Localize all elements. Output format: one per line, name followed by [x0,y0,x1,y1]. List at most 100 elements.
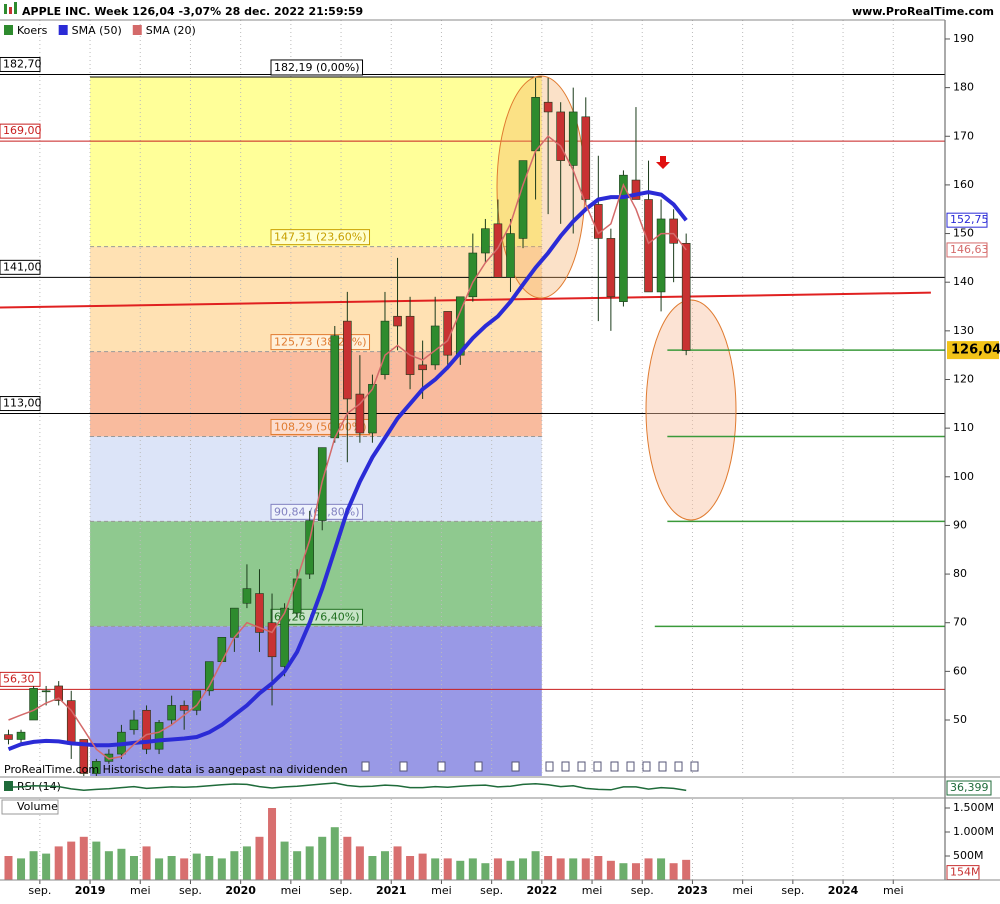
dividend-icon [361,761,370,772]
volume-bar [192,853,201,880]
y-tick-label: 70 [953,616,967,629]
sma-line [7,190,688,752]
candle-body [405,315,415,375]
fib-zone [90,76,542,247]
volume-bar [255,836,264,880]
y-tick-label: 160 [953,178,974,191]
candle-body [631,179,641,200]
ellipse-annotation [645,299,737,521]
y-tick-label: 90 [953,518,967,531]
candle-body [242,588,252,604]
candle-body [543,101,553,113]
note: ProRealTime.com Historische data is aang… [4,763,348,776]
level-label: 113,00 [3,397,42,410]
candle-body [154,722,164,750]
dividend-icon [626,761,635,772]
candle-body [16,731,26,740]
y-tick-label: 1.500M [953,801,994,814]
volume-bar [481,863,490,880]
volume-bar [431,858,440,880]
candle-body [518,160,528,239]
volume-bar [167,856,176,880]
dividend-icon [690,761,699,772]
volume-bar [318,836,327,880]
candle-body [531,97,540,152]
source: www.ProRealTime.com [852,5,994,18]
fib-label-box [270,229,371,246]
candle-body [506,233,515,278]
legend-swatch [4,25,13,35]
volume-bar [79,836,88,880]
candle-body [217,637,227,662]
candle-body [179,705,189,711]
level-label-box [0,123,41,139]
volume-label-box [1,799,59,815]
y-tick-label: 100 [953,470,974,483]
volume-bar [418,853,427,880]
fib-label: 69,26 (76,40%) [274,610,360,623]
legend-label: SMA (20) [146,24,196,37]
x-tick-label: sep. [330,884,353,897]
dividend-icon [674,761,683,772]
volume-bar [393,846,402,880]
volume-bar [619,863,628,880]
candle-body [418,364,427,371]
volume-bar [368,856,377,880]
volume-bar [406,856,415,880]
volume-bar [67,841,76,880]
volume-bar [305,846,314,880]
candle-body [393,315,402,327]
fib-label: 147,31 (23,60%) [274,231,367,244]
y-tick-label: 500M [953,849,984,862]
candle-body [594,204,603,239]
volume-bar [456,860,465,880]
volume-bar [644,858,653,880]
dividend-icon [593,761,602,772]
level-label: 141,00 [3,260,42,273]
level-label-box [0,56,41,72]
volume-bar [242,846,251,880]
last-price-box [947,341,999,360]
x-tick-label: 2021 [376,884,407,897]
x-tick-label: sep. [480,884,503,897]
volume-bar [569,858,578,880]
candle-body [681,242,691,351]
candle-body [669,218,678,244]
volume-bar [117,848,126,880]
volume-bar [104,851,113,880]
overlay: 152,75 146,63 126,04 50 60 70 80 90 100 110 120 130… [1,24,1000,897]
fib-label: 125,73 (38,20%) [274,336,367,349]
y-tick-label: 60 [953,664,967,677]
candle-body [606,238,616,298]
candle-body [29,688,38,721]
volume-bar [506,860,515,880]
volume-bar [531,851,540,880]
volume-bar [280,841,289,880]
candle-body [368,384,377,434]
fib-label-box [270,59,364,76]
fib-label: 90,84 (61,80%) [274,505,360,518]
x-tick-label: sep. [631,884,654,897]
y-tick-label: 120 [953,372,974,385]
x-tick-label: 2024 [828,884,859,897]
y-tick-label: 80 [953,567,967,580]
rsi-swatch [4,781,13,791]
x-tick-label: mei [582,884,603,897]
dividend-icon [399,761,408,772]
dividend-icon [511,761,520,772]
volume-bar [142,846,151,880]
candle-body [255,593,264,633]
y-tick-label: 110 [953,421,974,434]
volume-bar [217,858,226,880]
volume-bar [581,858,590,880]
candle-body [204,661,214,692]
rsi-value: 36,399 [950,781,989,794]
candle-body [167,705,176,721]
candle-body [142,709,151,750]
level-label: 169,00 [3,124,42,137]
volume-bar [606,860,615,880]
candle-body [380,320,390,375]
volume-value: 154M [950,866,981,879]
